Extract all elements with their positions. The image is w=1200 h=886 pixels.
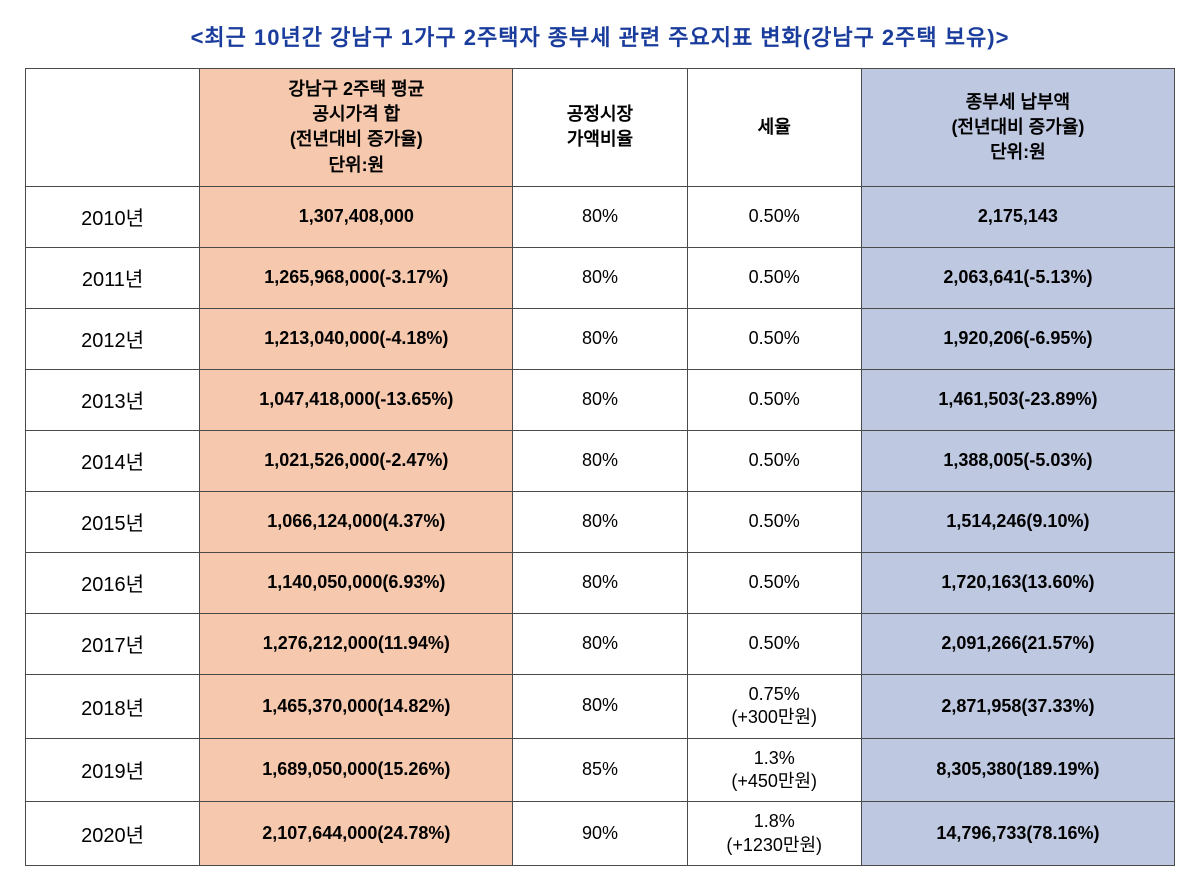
cell-year: 2014년 bbox=[26, 430, 200, 491]
header-year bbox=[26, 69, 200, 187]
cell-price: 1,265,968,000(-3.17%) bbox=[200, 247, 513, 308]
cell-price: 1,276,212,000(11.94%) bbox=[200, 613, 513, 674]
table-row: 2016년1,140,050,000(6.93%)80%0.50%1,720,1… bbox=[26, 552, 1175, 613]
cell-year: 2019년 bbox=[26, 738, 200, 802]
cell-price: 1,021,526,000(-2.47%) bbox=[200, 430, 513, 491]
cell-tax: 1,720,163(13.60%) bbox=[861, 552, 1174, 613]
table-body: 2010년1,307,408,00080%0.50%2,175,1432011년… bbox=[26, 186, 1175, 865]
cell-year: 2013년 bbox=[26, 369, 200, 430]
table-row: 2012년1,213,040,000(-4.18%)80%0.50%1,920,… bbox=[26, 308, 1175, 369]
cell-rate: 1.8%(+1230만원) bbox=[687, 802, 861, 866]
cell-ratio: 80% bbox=[513, 247, 687, 308]
header-tax: 종부세 납부액(전년대비 증가율)단위:원 bbox=[861, 69, 1174, 187]
cell-ratio: 85% bbox=[513, 738, 687, 802]
cell-tax: 1,920,206(-6.95%) bbox=[861, 308, 1174, 369]
cell-tax: 2,091,266(21.57%) bbox=[861, 613, 1174, 674]
cell-year: 2010년 bbox=[26, 186, 200, 247]
cell-year: 2015년 bbox=[26, 491, 200, 552]
table-row: 2015년1,066,124,000(4.37%)80%0.50%1,514,2… bbox=[26, 491, 1175, 552]
header-row: 강남구 2주택 평균공시가격 합(전년대비 증가율)단위:원 공정시장가액비율 … bbox=[26, 69, 1175, 187]
cell-year: 2016년 bbox=[26, 552, 200, 613]
cell-tax: 14,796,733(78.16%) bbox=[861, 802, 1174, 866]
cell-tax: 8,305,380(189.19%) bbox=[861, 738, 1174, 802]
cell-tax: 2,063,641(-5.13%) bbox=[861, 247, 1174, 308]
cell-price: 1,140,050,000(6.93%) bbox=[200, 552, 513, 613]
cell-year: 2018년 bbox=[26, 674, 200, 738]
cell-rate: 0.50% bbox=[687, 491, 861, 552]
table-row: 2019년1,689,050,000(15.26%)85%1.3%(+450만원… bbox=[26, 738, 1175, 802]
cell-ratio: 80% bbox=[513, 613, 687, 674]
page-title: <최근 10년간 강남구 1가구 2주택자 종부세 관련 주요지표 변화(강남구… bbox=[20, 20, 1180, 52]
table-row: 2013년1,047,418,000(-13.65%)80%0.50%1,461… bbox=[26, 369, 1175, 430]
table-row: 2017년1,276,212,000(11.94%)80%0.50%2,091,… bbox=[26, 613, 1175, 674]
cell-price: 1,066,124,000(4.37%) bbox=[200, 491, 513, 552]
cell-ratio: 80% bbox=[513, 308, 687, 369]
cell-rate: 0.50% bbox=[687, 552, 861, 613]
cell-year: 2017년 bbox=[26, 613, 200, 674]
table-row: 2020년2,107,644,000(24.78%)90%1.8%(+1230만… bbox=[26, 802, 1175, 866]
cell-ratio: 80% bbox=[513, 552, 687, 613]
cell-ratio: 80% bbox=[513, 430, 687, 491]
header-ratio: 공정시장가액비율 bbox=[513, 69, 687, 187]
cell-price: 1,689,050,000(15.26%) bbox=[200, 738, 513, 802]
data-table: 강남구 2주택 평균공시가격 합(전년대비 증가율)단위:원 공정시장가액비율 … bbox=[25, 68, 1175, 866]
cell-rate: 0.50% bbox=[687, 308, 861, 369]
cell-rate: 0.50% bbox=[687, 247, 861, 308]
cell-price: 1,047,418,000(-13.65%) bbox=[200, 369, 513, 430]
cell-ratio: 90% bbox=[513, 802, 687, 866]
cell-ratio: 80% bbox=[513, 369, 687, 430]
cell-tax: 2,175,143 bbox=[861, 186, 1174, 247]
cell-rate: 0.50% bbox=[687, 430, 861, 491]
cell-price: 1,307,408,000 bbox=[200, 186, 513, 247]
cell-year: 2020년 bbox=[26, 802, 200, 866]
cell-rate: 0.75%(+300만원) bbox=[687, 674, 861, 738]
cell-year: 2012년 bbox=[26, 308, 200, 369]
header-rate: 세율 bbox=[687, 69, 861, 187]
cell-ratio: 80% bbox=[513, 491, 687, 552]
cell-price: 1,213,040,000(-4.18%) bbox=[200, 308, 513, 369]
cell-price: 2,107,644,000(24.78%) bbox=[200, 802, 513, 866]
cell-price: 1,465,370,000(14.82%) bbox=[200, 674, 513, 738]
cell-rate: 1.3%(+450만원) bbox=[687, 738, 861, 802]
table-row: 2018년1,465,370,000(14.82%)80%0.75%(+300만… bbox=[26, 674, 1175, 738]
cell-rate: 0.50% bbox=[687, 186, 861, 247]
cell-tax: 1,388,005(-5.03%) bbox=[861, 430, 1174, 491]
header-price: 강남구 2주택 평균공시가격 합(전년대비 증가율)단위:원 bbox=[200, 69, 513, 187]
cell-year: 2011년 bbox=[26, 247, 200, 308]
cell-tax: 1,514,246(9.10%) bbox=[861, 491, 1174, 552]
cell-ratio: 80% bbox=[513, 186, 687, 247]
table-row: 2014년1,021,526,000(-2.47%)80%0.50%1,388,… bbox=[26, 430, 1175, 491]
cell-ratio: 80% bbox=[513, 674, 687, 738]
cell-tax: 1,461,503(-23.89%) bbox=[861, 369, 1174, 430]
cell-rate: 0.50% bbox=[687, 613, 861, 674]
cell-rate: 0.50% bbox=[687, 369, 861, 430]
cell-tax: 2,871,958(37.33%) bbox=[861, 674, 1174, 738]
table-row: 2010년1,307,408,00080%0.50%2,175,143 bbox=[26, 186, 1175, 247]
table-row: 2011년1,265,968,000(-3.17%)80%0.50%2,063,… bbox=[26, 247, 1175, 308]
